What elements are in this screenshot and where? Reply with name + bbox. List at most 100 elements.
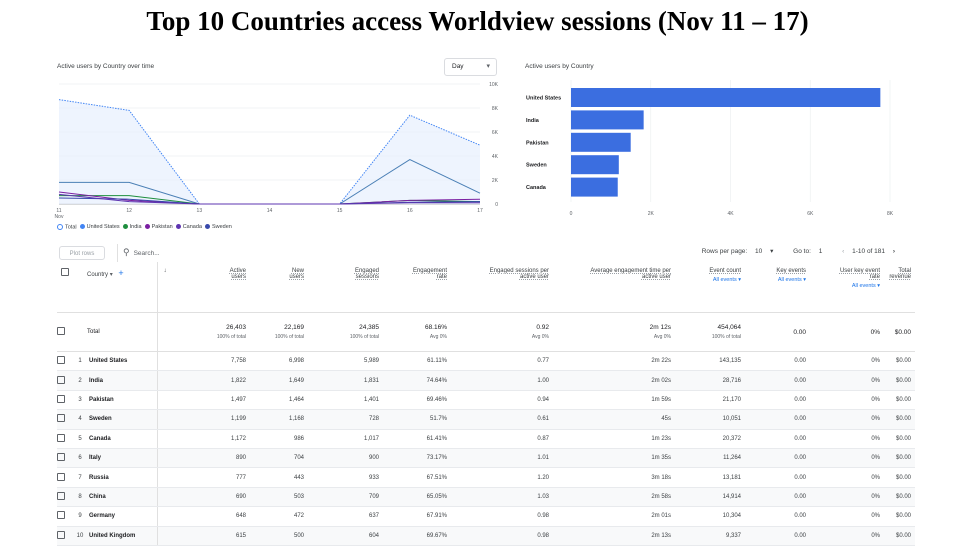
- checkbox-cell: [57, 312, 73, 352]
- checkbox-cell: [57, 467, 73, 488]
- column-header[interactable]: Engaged sessions: [308, 262, 383, 313]
- bar[interactable]: [571, 155, 619, 175]
- add-dimension-icon[interactable]: +: [118, 268, 124, 278]
- metric-cell: $0.00: [884, 467, 915, 488]
- granularity-select[interactable]: Day ▾: [444, 58, 497, 76]
- y-tick-label: 8K: [492, 106, 499, 112]
- column-header-label: Total: [898, 268, 911, 274]
- metric-cell: 73.17%: [383, 448, 451, 469]
- country-cell[interactable]: Germany: [87, 506, 158, 527]
- y-tick-label: 2K: [492, 178, 499, 184]
- total-value: $0.00: [884, 312, 915, 352]
- metric-cell: 2m 58s: [553, 487, 675, 508]
- row-checkbox[interactable]: [57, 394, 65, 403]
- search-input[interactable]: ⚲ Search...: [123, 247, 160, 258]
- table-row[interactable]: 3 Pakistan 1,497 1,464 1,401 69.46% 0.94 1m 59s…: [57, 390, 915, 411]
- legend-item: Pakistan: [144, 224, 173, 230]
- table-row[interactable]: 1 United States 7,758 6,998 5,989 61.11% 0.77 2…: [57, 351, 915, 372]
- rank-cell: 3: [73, 390, 87, 411]
- total-sub: Avg 0%: [531, 334, 549, 340]
- dimension-header[interactable]: Country ▾ +: [87, 262, 158, 313]
- table-row[interactable]: 8 China 690 503 709 65.05% 1.03 2m 58s 14,914 0.0…: [57, 487, 915, 508]
- column-header[interactable]: Average engagement time per active user: [553, 262, 675, 313]
- metric-cell: 0%: [810, 448, 884, 469]
- x-tick-label: 2K: [648, 211, 655, 217]
- column-header[interactable]: New users: [250, 262, 308, 313]
- row-checkbox[interactable]: [57, 472, 65, 481]
- metric-cell: 61.41%: [383, 429, 451, 449]
- sort-arrow-icon[interactable]: ↓: [163, 268, 167, 274]
- metric-cell: 777: [193, 467, 250, 488]
- total-value: 454,064 100% of total: [675, 312, 745, 352]
- goto-input[interactable]: 1: [818, 248, 823, 255]
- bar[interactable]: [571, 132, 631, 152]
- total-sub: Avg 0%: [429, 334, 447, 340]
- column-header[interactable]: Active users: [193, 262, 250, 313]
- bar[interactable]: [571, 177, 618, 197]
- table-row[interactable]: 7 Russia 777 443 933 67.51% 1.20 3m 18s 13,181 0.…: [57, 467, 915, 488]
- plot-rows-button[interactable]: Plot rows: [59, 246, 105, 260]
- table-row[interactable]: 4 Sweden 1,199 1,168 728 51.7% 0.61 45s 10,051 0.…: [57, 409, 915, 430]
- country-cell[interactable]: India: [87, 370, 158, 391]
- legend-item: India: [122, 224, 142, 230]
- next-page-icon[interactable]: ›: [892, 248, 895, 255]
- pagination: Rows per page: 10 ▾ Go to: 1 ‹ 1-10 of 1…: [696, 247, 895, 255]
- rows-per-page-select[interactable]: 10: [755, 248, 763, 255]
- total-metric: 0%: [870, 328, 880, 336]
- bar[interactable]: [571, 88, 881, 107]
- page-title: Top 10 Countries access Worldview sessio…: [146, 6, 809, 36]
- row-checkbox[interactable]: [57, 414, 65, 423]
- table-row[interactable]: 6 Italy 890 704 900 73.17% 1.01 1m 35s 11,264 0.0…: [57, 448, 915, 469]
- metric-cell: 11,264: [675, 448, 745, 469]
- total-value: 0.00: [745, 312, 810, 352]
- x-tick-label: 8K: [887, 211, 894, 217]
- table-row[interactable]: 10 United Kingdom 615 500 604 69.67% 0.98 2m 13…: [57, 526, 915, 546]
- column-header[interactable]: Key events All events ▾: [745, 262, 810, 313]
- country-cell[interactable]: Sweden: [87, 409, 158, 430]
- metric-cell: 0.87: [451, 429, 553, 449]
- row-checkbox[interactable]: [57, 511, 65, 520]
- legend-swatch: [57, 224, 63, 230]
- country-cell[interactable]: Italy: [87, 448, 158, 469]
- table-row[interactable]: 5 Canada 1,172 986 1,017 61.41% 0.87 1m 23s 20,3…: [57, 429, 915, 449]
- row-checkbox[interactable]: [57, 453, 65, 462]
- spacer-cell: [157, 390, 193, 411]
- metric-cell: 690: [193, 487, 250, 508]
- bar[interactable]: [571, 110, 644, 130]
- country-cell[interactable]: Pakistan: [87, 390, 158, 411]
- spacer-cell: [157, 370, 193, 391]
- total-value: 24,385 100% of total: [308, 312, 383, 352]
- chevron-down-icon[interactable]: ▾: [109, 272, 113, 278]
- total-area: [59, 99, 480, 204]
- row-checkbox[interactable]: [57, 375, 65, 384]
- event-filter-dropdown[interactable]: All events ▾: [851, 283, 880, 289]
- country-cell[interactable]: China: [87, 487, 158, 508]
- row-checkbox[interactable]: [57, 327, 65, 335]
- event-filter-dropdown[interactable]: All events ▾: [777, 277, 806, 283]
- total-value: 2m 12s Avg 0%: [553, 312, 675, 352]
- column-header-label: Event count: [709, 268, 741, 274]
- metric-cell: 20,372: [675, 429, 745, 449]
- column-header[interactable]: Total revenue: [884, 262, 915, 313]
- row-checkbox[interactable]: [57, 491, 65, 500]
- select-all-checkbox[interactable]: [61, 268, 69, 276]
- event-filter-dropdown[interactable]: All events ▾: [712, 277, 741, 283]
- metric-cell: 0.00: [745, 526, 810, 546]
- column-header[interactable]: Event count All events ▾: [675, 262, 745, 313]
- metric-cell: 0.00: [745, 448, 810, 469]
- column-header[interactable]: Engaged sessions per active user: [451, 262, 553, 313]
- country-cell[interactable]: Russia: [87, 467, 158, 488]
- table-row[interactable]: 9 Germany 648 472 637 67.91% 0.98 2m 01s 10,304 0…: [57, 506, 915, 527]
- metric-cell: 503: [250, 487, 308, 508]
- prev-page-icon[interactable]: ‹: [842, 248, 845, 255]
- country-cell[interactable]: United States: [87, 351, 158, 372]
- country-cell[interactable]: Canada: [87, 429, 158, 449]
- table-row[interactable]: 2 India 1,822 1,649 1,831 74.64% 1.00 2m 02s 28,…: [57, 370, 915, 391]
- chevron-down-icon[interactable]: ▾: [770, 248, 774, 255]
- column-header[interactable]: Engagement rate: [383, 262, 451, 313]
- row-checkbox[interactable]: [57, 356, 65, 365]
- metric-cell: 1,168: [250, 409, 308, 430]
- column-header[interactable]: User key event rate All events ▾: [810, 262, 884, 313]
- country-cell[interactable]: United Kingdom: [87, 526, 158, 546]
- row-checkbox[interactable]: [57, 433, 65, 442]
